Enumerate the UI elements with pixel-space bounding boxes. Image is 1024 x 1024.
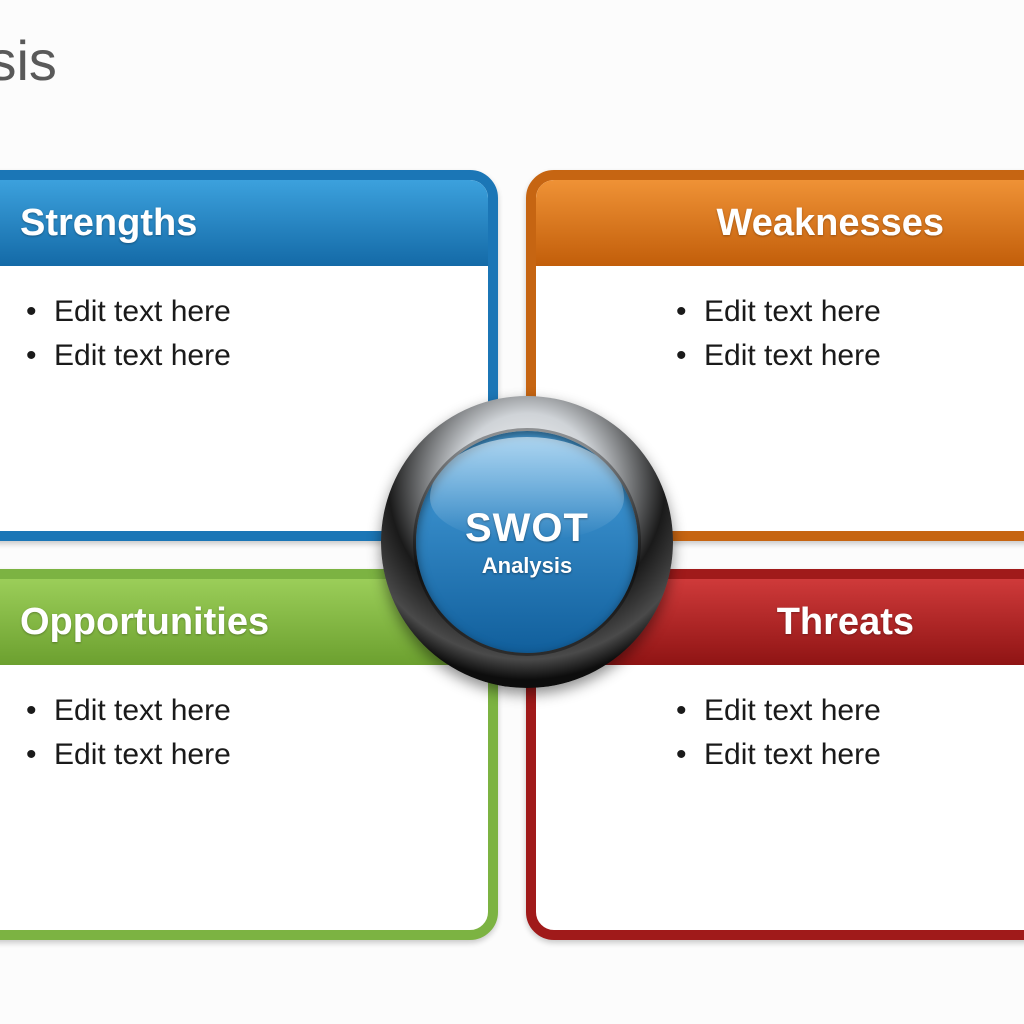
quadrant-strengths-title: Strengths xyxy=(20,202,197,245)
quadrant-threats-body: Edit text here Edit text here xyxy=(536,665,1024,800)
center-inner: SWOT Analysis xyxy=(416,431,638,653)
list-item: Edit text here xyxy=(676,290,1014,334)
quadrant-opportunities-title: Opportunities xyxy=(20,601,269,644)
list-item: Edit text here xyxy=(26,334,458,378)
list-item: Edit text here xyxy=(676,334,1014,378)
quadrant-opportunities-body: Edit text here Edit text here xyxy=(0,665,488,800)
list-item: Edit text here xyxy=(26,290,458,334)
list-item: Edit text here xyxy=(26,733,458,777)
list-item: Edit text here xyxy=(676,733,1014,777)
quadrant-weaknesses-title: Weaknesses xyxy=(717,202,944,245)
list-item: Edit text here xyxy=(26,689,458,733)
quadrant-strengths-body: Edit text here Edit text here xyxy=(0,266,488,401)
quadrant-threats-title: Threats xyxy=(777,601,914,644)
center-medallion: SWOT Analysis xyxy=(381,396,673,688)
center-subtitle: Analysis xyxy=(482,553,573,579)
page-title: lysis xyxy=(0,28,57,93)
list-item: Edit text here xyxy=(676,689,1014,733)
quadrant-strengths-header: Strengths xyxy=(0,180,488,266)
quadrant-weaknesses-header: Weaknesses xyxy=(536,180,1024,266)
quadrant-weaknesses-body: Edit text here Edit text here xyxy=(536,266,1024,401)
center-title: SWOT xyxy=(465,506,589,551)
